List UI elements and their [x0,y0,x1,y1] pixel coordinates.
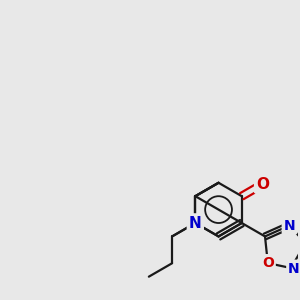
Text: N: N [288,262,300,276]
Text: N: N [284,218,295,233]
Text: O: O [262,256,274,270]
Text: O: O [256,177,269,192]
Text: N: N [189,215,202,230]
